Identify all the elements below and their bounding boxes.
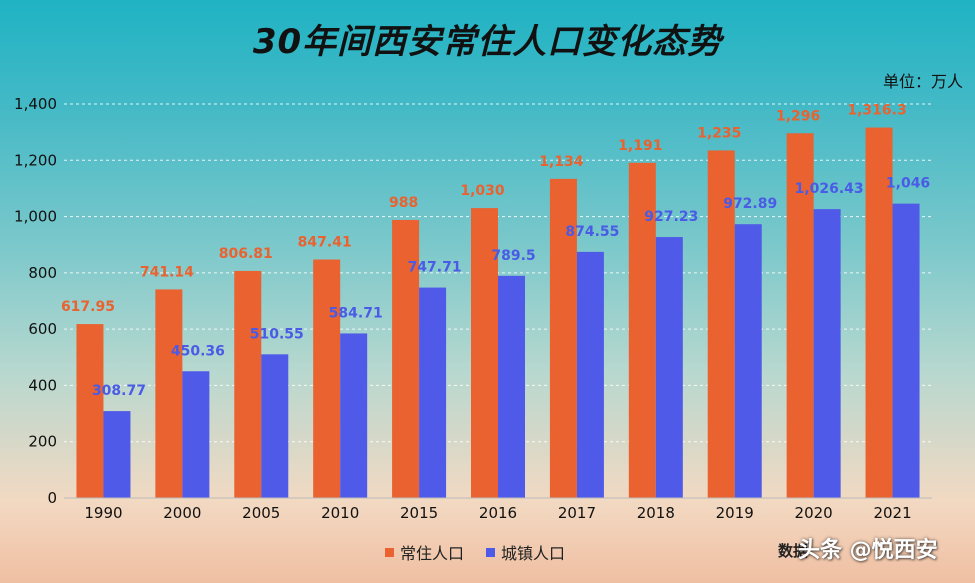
- x-tick-label: 2019: [716, 504, 754, 522]
- x-tick-label: 2018: [637, 504, 675, 522]
- data-label-series-2: 1,026.43: [795, 181, 864, 197]
- bar-series-2[interactable]: [892, 203, 920, 498]
- data-label-series-2: 308.77: [92, 383, 146, 399]
- chart-title: 30年间西安常住人口变化态势: [252, 22, 723, 62]
- x-tick-label: 1990: [84, 504, 122, 522]
- unit-label: 单位：万人: [882, 72, 963, 91]
- data-label-series-1: 1,296: [776, 108, 820, 124]
- bar-series-1[interactable]: [155, 289, 183, 498]
- legend-swatch-series-2: [486, 547, 496, 557]
- data-label-series-2: 747.71: [408, 260, 462, 276]
- x-tick-label: 2000: [163, 504, 201, 522]
- legend-item-series-1[interactable]: 常住人口: [385, 540, 464, 564]
- x-tick-label: 2005: [242, 504, 280, 522]
- y-tick-label: 600: [28, 320, 57, 338]
- bar-series-1[interactable]: [471, 208, 498, 498]
- data-label-series-1: 1,235: [697, 125, 741, 141]
- bar-series-1[interactable]: [549, 178, 577, 499]
- bar-series-2[interactable]: [734, 224, 762, 498]
- data-label-series-1: 988: [389, 195, 418, 211]
- source-label: 数据: [778, 542, 809, 560]
- bar-series-2[interactable]: [103, 411, 131, 498]
- bar-series-2[interactable]: [419, 287, 447, 498]
- data-label-series-2: 927.23: [644, 209, 698, 225]
- data-label-series-1: 1,316.3: [847, 103, 906, 119]
- x-tick-label: 2020: [795, 504, 833, 522]
- data-label-series-2: 874.55: [565, 224, 619, 240]
- y-tick-label: 1,000: [14, 208, 57, 226]
- bar-series-1[interactable]: [392, 219, 420, 498]
- data-label-series-2: 972.89: [723, 196, 777, 212]
- bar-series-1[interactable]: [313, 259, 341, 498]
- bar-series-2[interactable]: [182, 371, 210, 498]
- data-label-series-2: 450.36: [171, 343, 225, 359]
- watermark-text: 头条 @悦西安: [798, 538, 938, 563]
- x-tick-label: 2016: [479, 504, 517, 522]
- data-label-series-2: 584.71: [329, 305, 383, 321]
- bar-series-1[interactable]: [786, 133, 814, 499]
- legend-label-series-1: 常住人口: [400, 544, 465, 563]
- bars: [76, 127, 920, 499]
- bar-series-2[interactable]: [340, 333, 368, 498]
- data-label-series-1: 741.14: [140, 264, 194, 280]
- data-label-series-1: 1,134: [539, 154, 584, 170]
- data-label-series-1: 806.81: [219, 246, 273, 262]
- y-tick-label: 800: [28, 264, 57, 282]
- data-label-series-2: 1,046: [886, 176, 930, 192]
- bar-series-2[interactable]: [261, 354, 289, 498]
- x-tick-label: 2015: [400, 504, 438, 522]
- data-label-series-2: 789.5: [491, 248, 535, 264]
- data-label-series-1: 847.41: [298, 235, 352, 251]
- bar-series-1[interactable]: [707, 150, 735, 498]
- y-tick-label: 200: [28, 433, 57, 451]
- bar-series-1[interactable]: [76, 324, 104, 498]
- bar-series-1[interactable]: [234, 270, 262, 498]
- y-tick-label: 1,200: [14, 151, 57, 169]
- bar-series-1[interactable]: [865, 127, 893, 498]
- bar-series-2[interactable]: [576, 251, 604, 498]
- x-tick-label: 2017: [558, 504, 596, 522]
- data-label-series-1: 1,191: [618, 138, 662, 154]
- legend-item-series-2[interactable]: 城镇人口: [486, 540, 565, 564]
- bar-series-2[interactable]: [813, 209, 841, 498]
- legend-swatch-series-1: [385, 547, 394, 557]
- data-labels: 617.95 308.77 741.14 450.36 806.81 510.55 847.…: [61, 103, 930, 400]
- x-tick-label: 2021: [873, 504, 911, 522]
- data-label-series-1: 1,030: [460, 183, 505, 199]
- bar-series-1[interactable]: [628, 162, 656, 498]
- legend-label-series-2: 城镇人口: [501, 544, 566, 563]
- x-tick-label: 2010: [321, 504, 359, 522]
- bar-series-2[interactable]: [655, 237, 683, 499]
- axes: 0 200 400 600 800 1,000 1,200 1,400 1990 2000 2005…: [14, 95, 932, 522]
- y-tick-label: 400: [28, 376, 57, 394]
- data-label-series-2: 510.55: [250, 326, 304, 342]
- bar-series-2[interactable]: [498, 275, 525, 498]
- y-tick-label: 1,400: [14, 95, 57, 113]
- y-tick-label: 0: [47, 489, 57, 507]
- legend: 常住人口 城镇人口: [385, 540, 565, 564]
- data-label-series-1: 617.95: [61, 299, 115, 315]
